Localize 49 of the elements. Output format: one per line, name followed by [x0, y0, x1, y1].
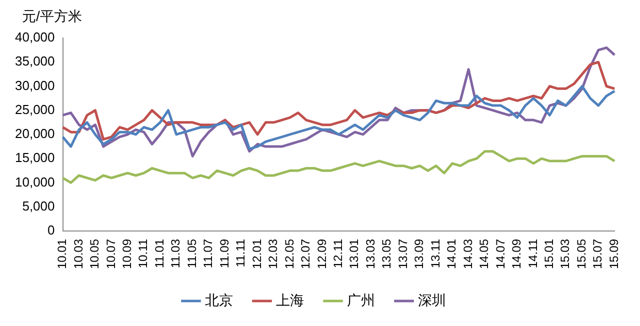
- x-tick-label: 10.03: [71, 238, 86, 269]
- x-tick-label: 13.11: [428, 238, 442, 268]
- x-tick-label: 15.01: [542, 238, 556, 269]
- x-tick-label: 13.07: [396, 238, 410, 269]
- x-tick-label: 14.09: [510, 238, 524, 269]
- x-tick-label: 10.11: [136, 238, 150, 268]
- x-tick-label: 15.07: [590, 238, 605, 269]
- x-tick-label: 12.09: [314, 238, 329, 269]
- y-tick-label: 35,000: [14, 54, 55, 69]
- y-tick-label: 10,000: [14, 174, 55, 190]
- x-tick-label: 12.05: [282, 238, 296, 269]
- x-tick-label: 11.05: [184, 238, 199, 268]
- x-tick-label: 11.11: [234, 238, 248, 268]
- x-tick-label: 15.03: [558, 238, 572, 269]
- legend-label: 深圳: [418, 292, 446, 308]
- x-tick-label: 14.03: [460, 238, 475, 269]
- y-tick-label: 15,000: [14, 150, 55, 166]
- x-tick-label: 11.09: [217, 238, 232, 268]
- x-tick-label: 10.09: [120, 238, 134, 269]
- y-tick-label: 25,000: [14, 102, 55, 117]
- x-tick-label: 14.07: [493, 238, 508, 269]
- x-tick-label: 13.03: [363, 238, 378, 269]
- x-tick-label: 14.01: [444, 238, 459, 269]
- y-tick-label: 30,000: [14, 78, 55, 93]
- x-tick-label: 13.05: [380, 238, 394, 269]
- x-tick-label: 15.05: [574, 238, 588, 269]
- x-tick-label: 11.01: [152, 238, 166, 268]
- y-axis-title: 元/平方米: [22, 8, 82, 26]
- x-tick-label: 12.01: [250, 238, 264, 269]
- x-tick-label: 13.09: [412, 238, 426, 269]
- x-tick-label: 11.03: [168, 238, 183, 268]
- x-tick-label: 15.09: [606, 238, 621, 269]
- y-tick-label: 40,000: [14, 30, 55, 45]
- x-tick-label: 10.01: [55, 238, 70, 269]
- y-tick-label: 5,000: [22, 198, 55, 214]
- x-tick-label: 10.07: [104, 238, 118, 269]
- x-tick-label: 12.11: [330, 238, 345, 268]
- y-tick-label: 0: [48, 222, 55, 238]
- legend-label: 广州: [347, 292, 375, 308]
- x-tick-label: 14.11: [526, 238, 540, 268]
- x-tick-label: 14.05: [477, 238, 492, 269]
- x-tick-label: 10.05: [88, 238, 102, 269]
- legend-label: 上海: [276, 292, 304, 308]
- x-tick-label: 12.03: [266, 238, 280, 269]
- legend-label: 北京: [205, 292, 233, 308]
- x-tick-label: 12.07: [298, 238, 313, 269]
- y-tick-label: 20,000: [14, 126, 55, 142]
- x-tick-label: 13.01: [347, 238, 362, 269]
- x-tick-label: 11.07: [201, 238, 216, 268]
